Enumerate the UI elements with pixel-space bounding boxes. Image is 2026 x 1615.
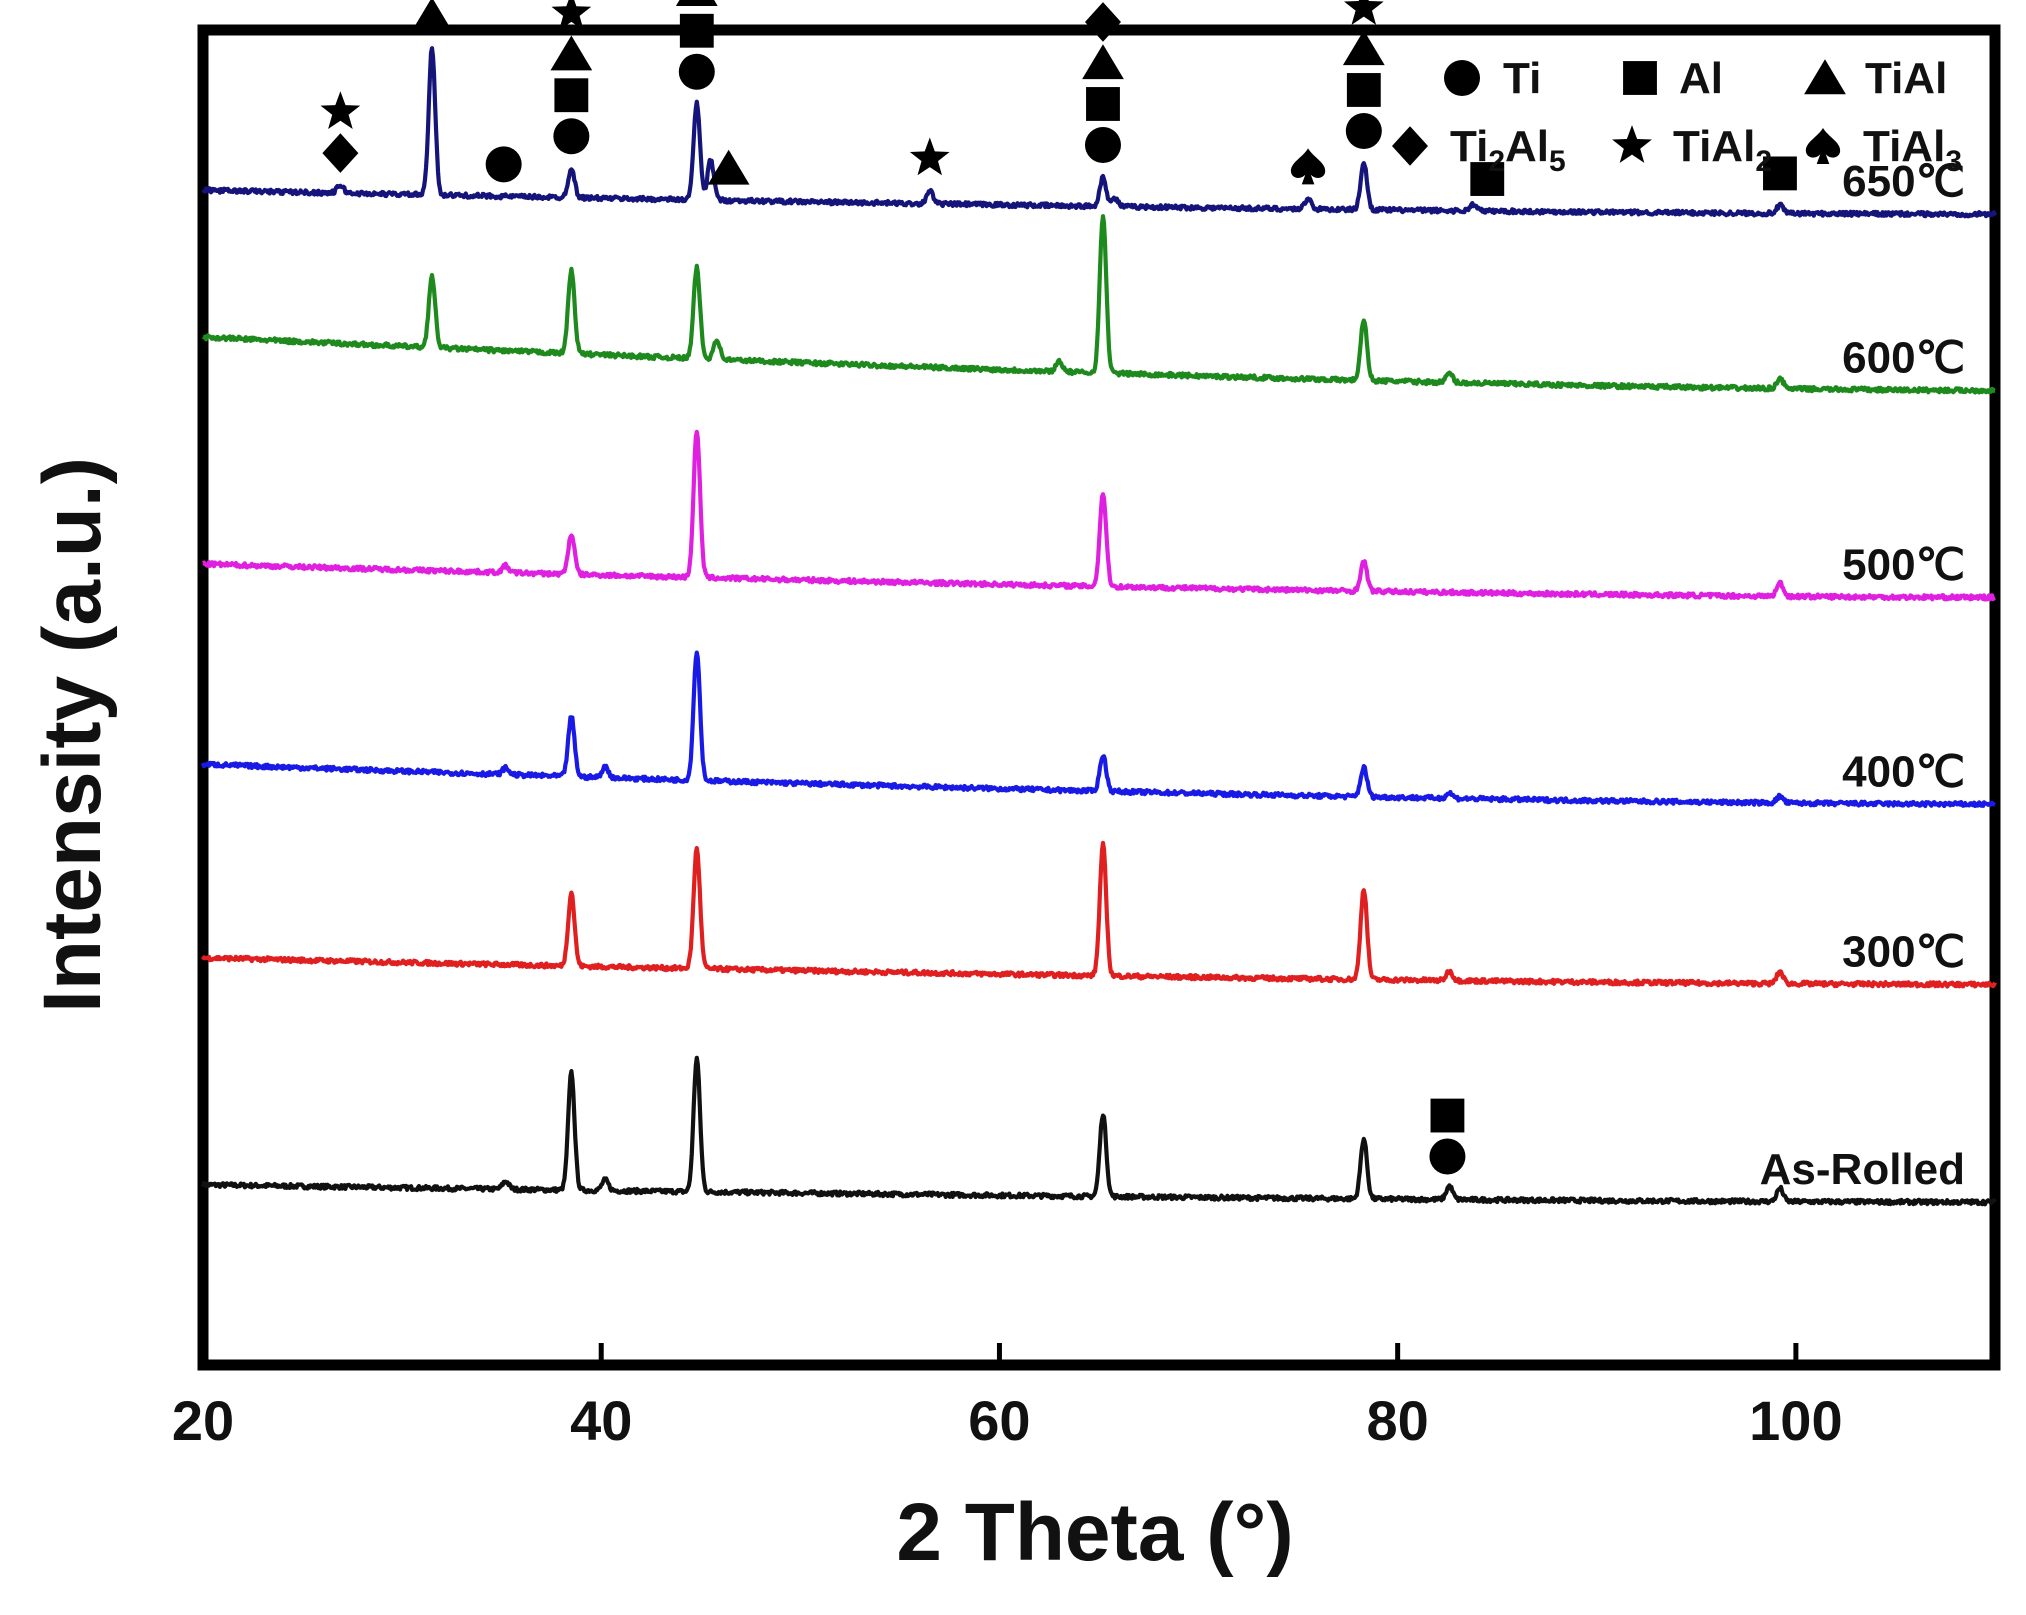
x-tick-label: 40 [570, 1389, 632, 1452]
legend-label-ti: Ti [1503, 54, 1541, 103]
series-label-layer: As-Rolled 300℃ 400℃ 500℃ 600℃ 650℃ [1760, 157, 1965, 1194]
legend-label-tial: TiAl [1865, 54, 1947, 103]
legend: Ti Al TiAl Ti2Al5 TiAl2 TiAl3 [1392, 54, 1962, 178]
legend-label-ti2al5: Ti2Al5 [1450, 122, 1566, 178]
y-axis-title: Intensity (a.u.) [27, 457, 118, 1013]
triangle-marker [1082, 44, 1124, 80]
legend-label-tial3: TiAl3 [1863, 122, 1962, 178]
series-label: As-Rolled [1760, 1145, 1965, 1194]
star-marker [909, 137, 950, 176]
series-line-as-rolled [200, 1055, 1997, 1207]
series-label: 400℃ [1842, 747, 1965, 796]
series-label: 650℃ [1842, 157, 1965, 206]
series-layer [200, 46, 1998, 1207]
star-marker [1344, 0, 1384, 25]
circle-marker [1429, 1138, 1466, 1175]
series-label: 300℃ [1842, 928, 1965, 977]
legend-triangle-icon [1804, 59, 1846, 95]
spade-marker [1290, 148, 1326, 185]
legend-star-icon [1612, 125, 1652, 163]
circle-marker [553, 118, 590, 155]
peak-annotation-layer [320, 0, 1797, 1175]
triangle-marker [550, 35, 593, 71]
legend-label-tial2: TiAl2 [1673, 122, 1772, 178]
star-marker [320, 91, 361, 129]
legend-circle-icon [1444, 60, 1480, 96]
circle-marker [1084, 126, 1121, 163]
diamond-marker [1084, 2, 1121, 42]
series-label: 500℃ [1842, 540, 1965, 589]
diamond-marker [322, 133, 359, 173]
square-marker [679, 13, 714, 48]
circle-marker [678, 53, 715, 90]
series-line-500 [201, 429, 1997, 602]
square-marker [1346, 73, 1381, 107]
legend-spade-icon [1805, 128, 1841, 164]
square-marker [554, 78, 589, 113]
x-tick-label: 20 [172, 1389, 234, 1452]
triangle-marker [675, 0, 718, 6]
series-label: 600℃ [1842, 333, 1965, 382]
legend-square-icon [1623, 61, 1657, 95]
x-tick-layer: 20 40 60 80 100 [172, 1343, 1843, 1452]
series-line-400 [200, 650, 1997, 809]
x-tick-label: 100 [1749, 1389, 1842, 1452]
legend-label-al: Al [1679, 54, 1723, 103]
series-line-650 [201, 46, 1998, 219]
x-tick-label: 80 [1367, 1389, 1429, 1452]
triangle-marker [1342, 30, 1385, 66]
star-marker [551, 0, 592, 31]
square-marker [1470, 162, 1505, 196]
square-marker [1763, 156, 1797, 191]
series-line-300 [201, 840, 1997, 989]
circle-marker [485, 146, 522, 183]
circle-marker [1345, 112, 1382, 149]
legend-diamond-icon [1392, 126, 1428, 166]
triangle-marker [707, 149, 750, 185]
x-axis-title: 2 Theta (°) [896, 1487, 1293, 1578]
square-marker [1430, 1098, 1465, 1133]
series-line-600 [201, 214, 1997, 395]
square-marker [1086, 87, 1120, 121]
triangle-marker [411, 0, 453, 33]
x-tick-label: 60 [968, 1389, 1030, 1452]
